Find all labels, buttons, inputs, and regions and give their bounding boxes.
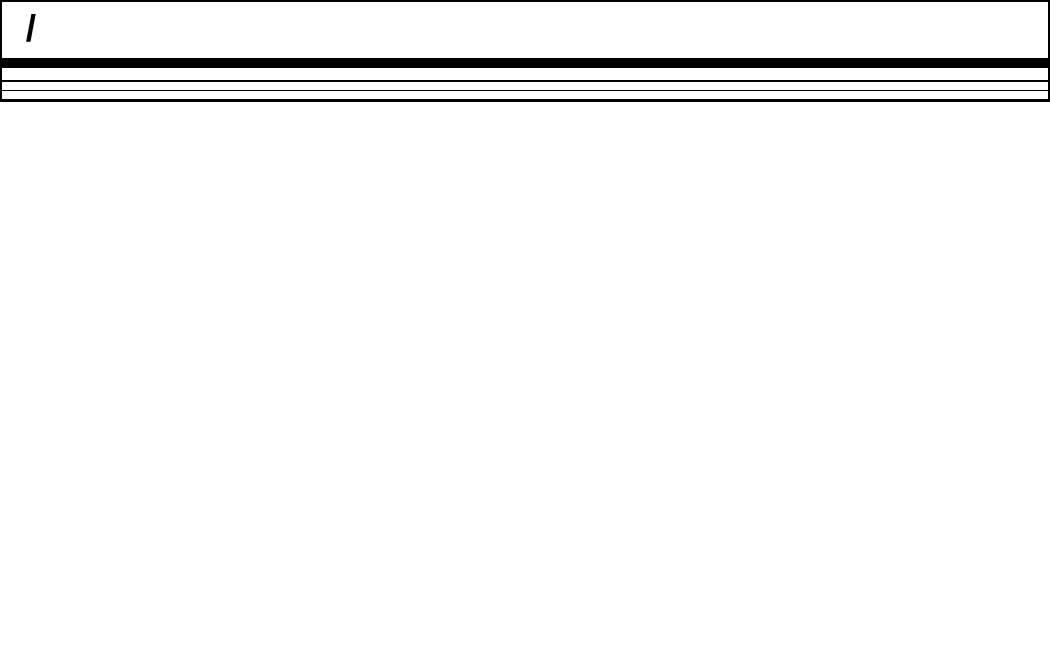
divider-thick xyxy=(2,58,1048,68)
ingredients-panel: / xyxy=(0,0,1050,102)
panel-header: / xyxy=(2,2,1048,58)
section-hydration xyxy=(2,91,1048,100)
amount-per-serving-header xyxy=(2,68,1048,82)
section-vpump xyxy=(2,82,1048,91)
panel-title: / xyxy=(16,8,1034,50)
